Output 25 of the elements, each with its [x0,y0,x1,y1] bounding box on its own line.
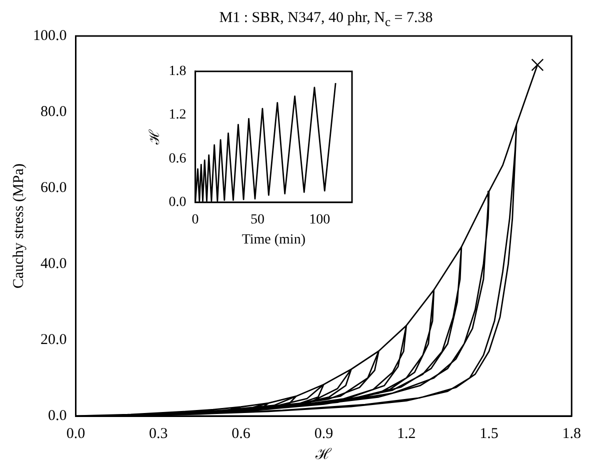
x-axis-title: ℋ [314,446,333,463]
y-tick-label: 1.8 [168,64,186,80]
y-tick-label: 60.0 [40,180,67,196]
y-tick-label: 0.6 [168,151,186,166]
x-tick-label: 0.3 [149,426,168,442]
y-tick-label: 0.0 [168,195,186,210]
x-tick-label: 50 [250,212,264,228]
y-tick-label: 0.0 [48,408,67,424]
x-tick-label: 100 [309,212,330,228]
x-tick-label: 0.9 [314,426,334,442]
y-tick-label: 1.2 [168,108,186,123]
x-tick-label: 1.5 [480,426,498,442]
x-tick-label: 1.8 [562,426,581,442]
x-tick-label: 0 [192,212,199,228]
x-tick-label: 1.2 [396,426,416,442]
x-axis-title: Time (min) [242,232,306,248]
y-tick-label: 80.0 [40,104,67,120]
y-tick-label: 100.0 [33,28,67,44]
x-tick-label: 0.0 [66,426,86,442]
y-axis-title: Cauchy stress (MPa) [10,164,27,288]
y-tick-label: 20.0 [40,332,67,348]
y-axis-title: ℋ [148,128,164,146]
x-tick-label: 0.6 [232,426,251,442]
chart-title: M1 : SBR, N347, 40 phr, N$_{c}$ = 7.38 [218,10,434,30]
y-tick-label: 40.0 [40,256,67,272]
